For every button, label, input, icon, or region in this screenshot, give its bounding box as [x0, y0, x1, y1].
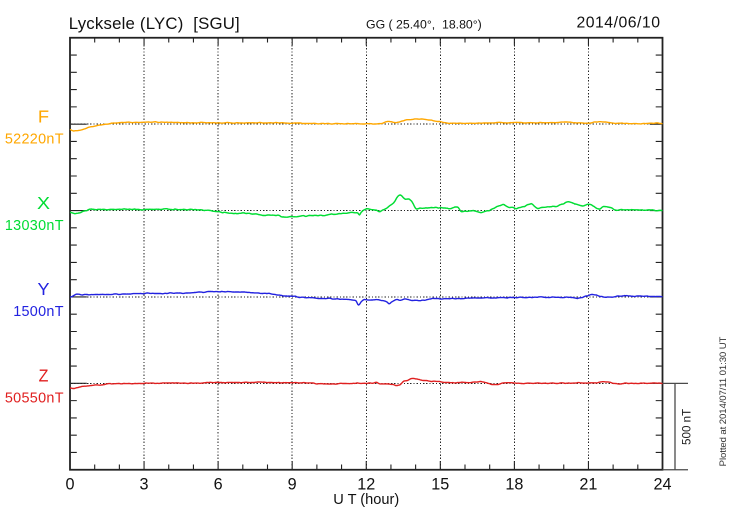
svg-text:F: F: [38, 106, 49, 126]
svg-text:Lycksele (LYC) [SGU]: Lycksele (LYC) [SGU]: [69, 14, 240, 33]
svg-text:21: 21: [579, 476, 597, 494]
svg-text:13030nT: 13030nT: [5, 218, 64, 234]
svg-text:Y: Y: [38, 279, 51, 299]
svg-text:0: 0: [65, 476, 74, 494]
svg-text:9: 9: [288, 476, 297, 494]
svg-text:2014/06/10: 2014/06/10: [576, 15, 660, 32]
svg-text:6: 6: [214, 476, 223, 494]
svg-text:18: 18: [505, 476, 523, 494]
svg-text:15: 15: [431, 476, 449, 494]
svg-text:X: X: [37, 193, 51, 213]
svg-text:Plotted at 2014/07/11 01:30 UT: Plotted at 2014/07/11 01:30 UT: [718, 336, 729, 466]
svg-text:1500nT: 1500nT: [13, 304, 64, 320]
svg-text:Z: Z: [39, 366, 49, 386]
svg-text:3: 3: [140, 476, 149, 494]
svg-text:24: 24: [653, 476, 671, 494]
svg-text:U T (hour): U T (hour): [333, 492, 399, 508]
svg-text:50550nT: 50550nT: [5, 391, 64, 407]
svg-text:GG ( 25.40°, 18.80°): GG ( 25.40°, 18.80°): [366, 18, 482, 32]
svg-text:500 nT: 500 nT: [681, 409, 694, 445]
svg-text:52220nT: 52220nT: [5, 131, 64, 147]
svg-text:12: 12: [357, 476, 375, 494]
